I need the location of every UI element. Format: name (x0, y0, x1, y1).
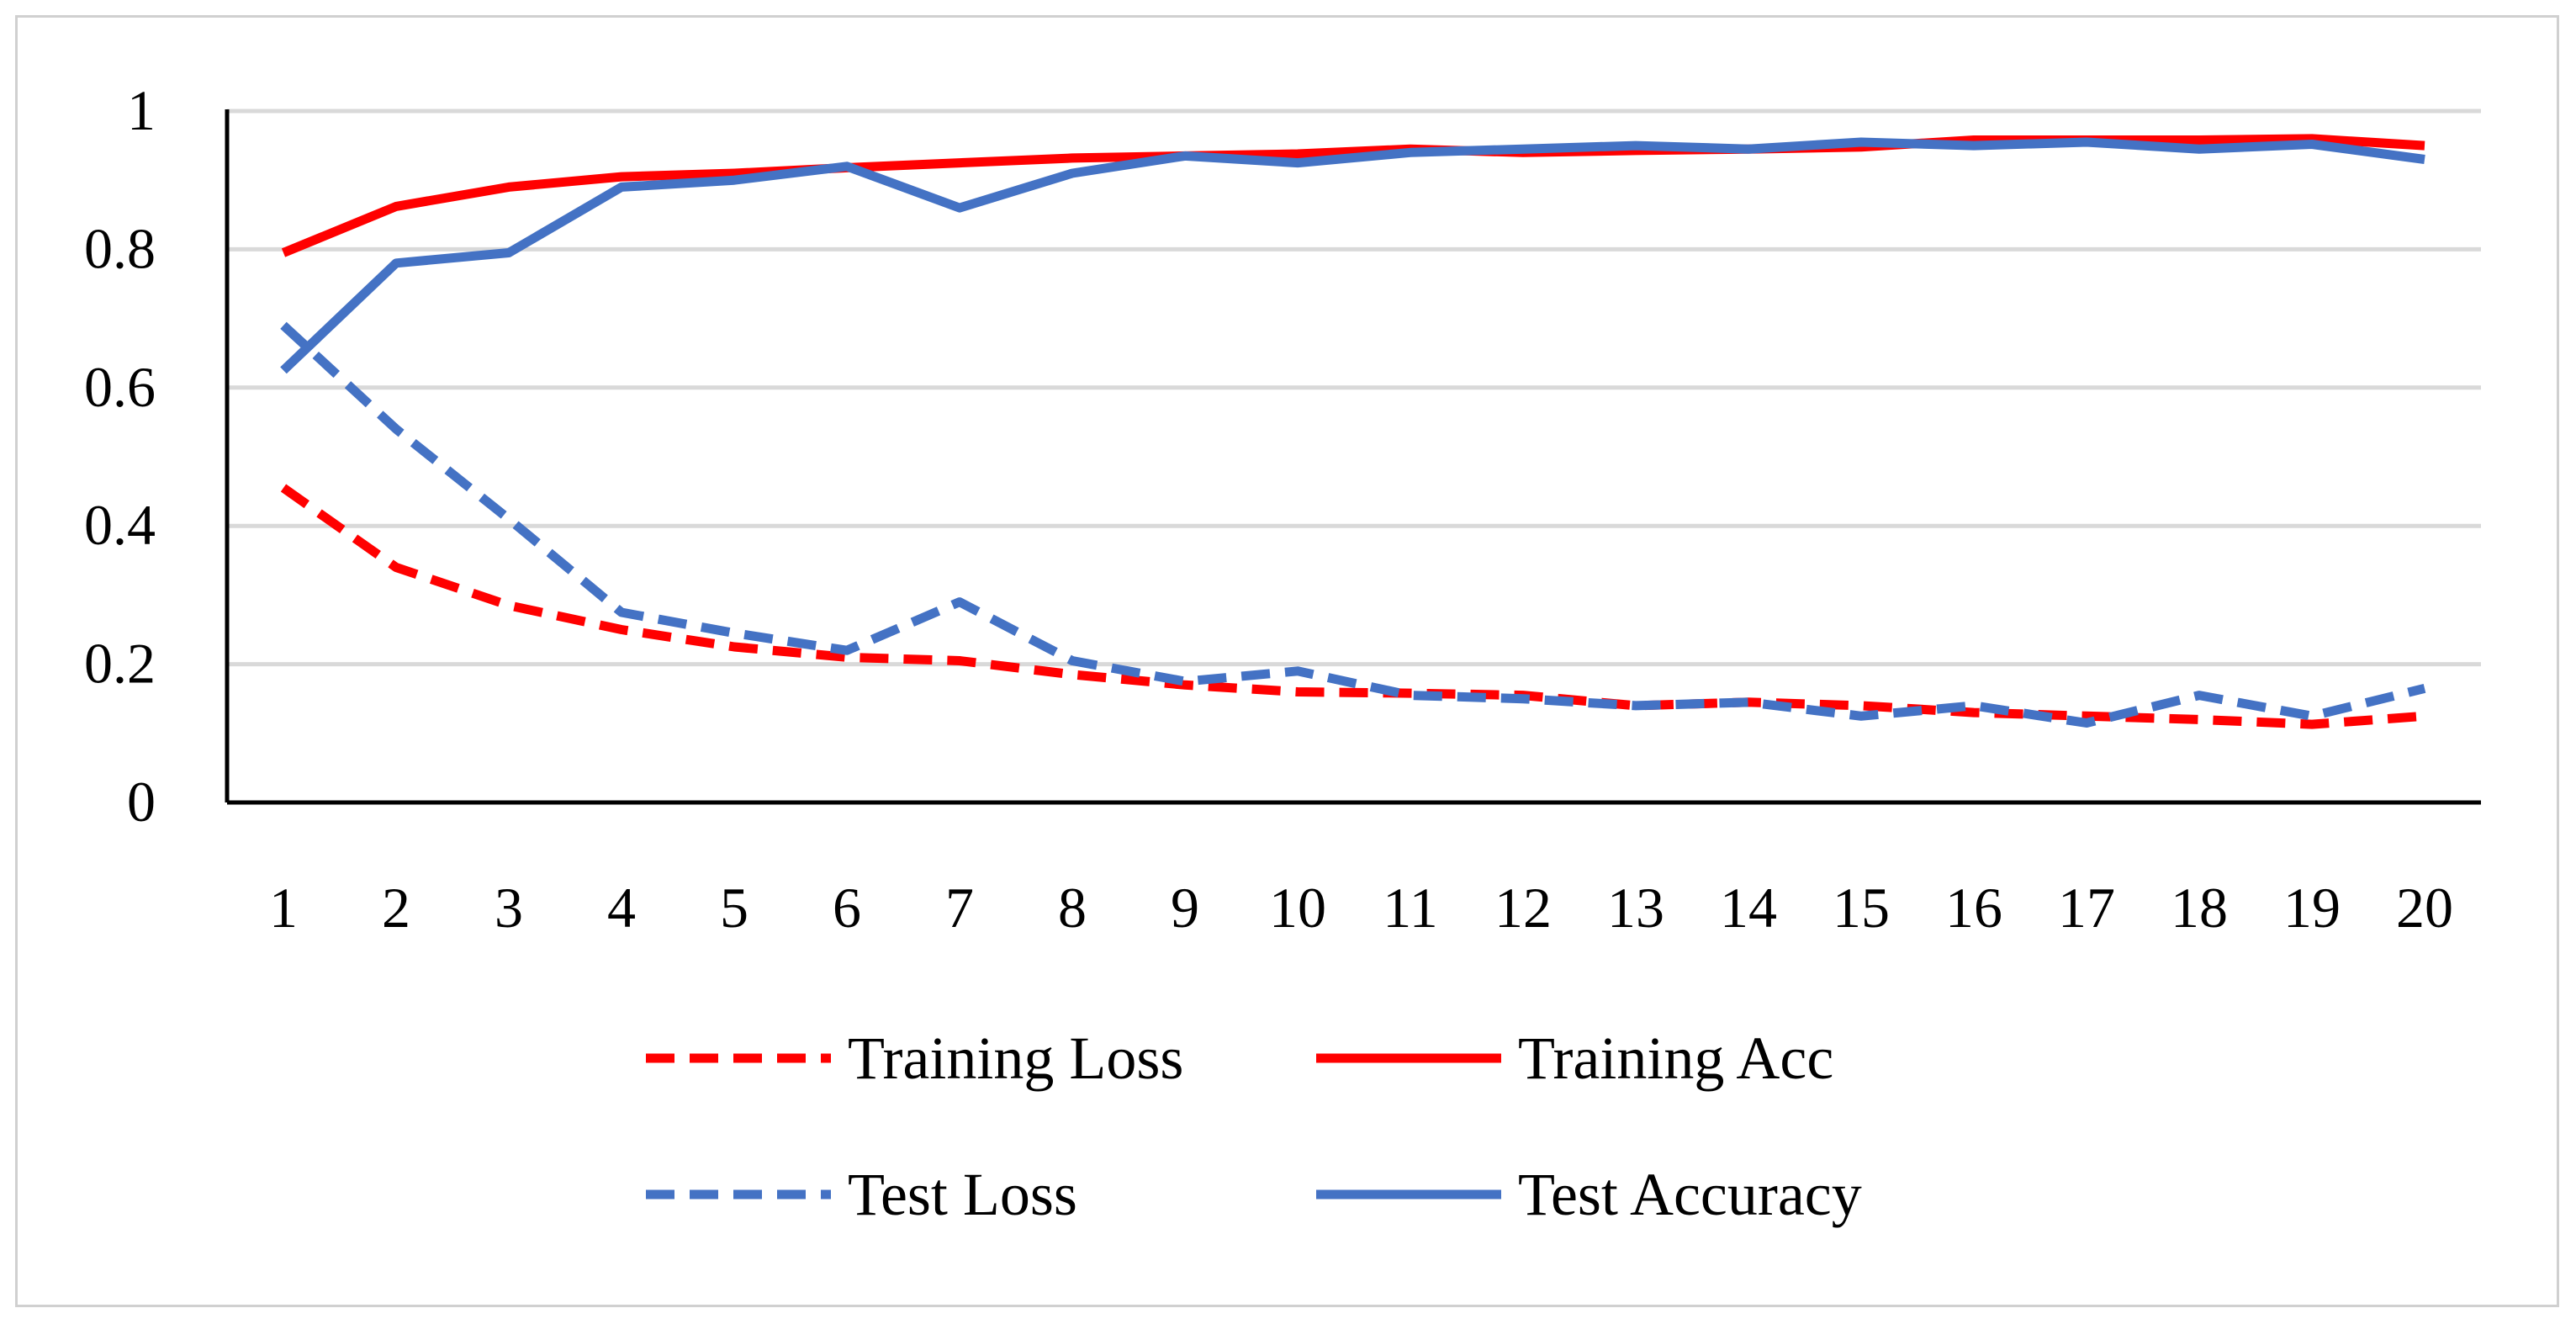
x-tick-label-20: 20 (2396, 876, 2453, 940)
legend-item-test-loss: Test Loss (646, 1161, 1077, 1228)
x-tick-label-1: 1 (269, 876, 298, 940)
legend-item-test-accuracy: Test Accuracy (1316, 1161, 1862, 1228)
y-tick-labels: 0 0.2 0.4 0.6 0.8 1 (84, 78, 156, 834)
x-tick-label-8: 8 (1058, 876, 1087, 940)
x-tick-label-2: 2 (382, 876, 410, 940)
x-tick-label-10: 10 (1269, 876, 1326, 940)
series-line-test-accuracy (280, 137, 2425, 374)
legend-label-training-loss: Training Loss (848, 1025, 1183, 1092)
x-tick-label-15: 15 (1833, 876, 1890, 940)
legend: Training Loss Training Acc Test Loss Test A… (646, 1025, 1862, 1228)
x-tick-label-19: 19 (2283, 876, 2341, 940)
x-tick-label-6: 6 (833, 876, 861, 940)
series-line-training-loss (280, 484, 2425, 729)
legend-label-test-loss: Test Loss (848, 1161, 1077, 1228)
x-tick-label-14: 14 (1720, 876, 1777, 940)
x-tick-label-5: 5 (720, 876, 748, 940)
x-tick-label-3: 3 (495, 876, 523, 940)
x-tick-label-17: 17 (2058, 876, 2115, 940)
y-tick-label-0: 0 (127, 770, 156, 834)
chart-frame (15, 15, 2559, 1307)
x-tick-labels: 1 2 3 4 5 6 7 8 9 10 11 12 13 14 15 16 17 18 19 20 (269, 876, 2453, 940)
legend-label-training-acc: Training Acc (1518, 1025, 1833, 1092)
x-tick-label-11: 11 (1383, 876, 1437, 940)
y-tick-label-1: 1 (127, 78, 156, 142)
legend-item-training-acc: Training Acc (1316, 1025, 1833, 1092)
series-line-test-loss (280, 321, 2426, 728)
y-tick-label-0-4: 0.4 (84, 493, 156, 557)
x-tick-label-7: 7 (945, 876, 974, 940)
y-tick-label-0-6: 0.6 (84, 355, 156, 419)
x-tick-label-13: 13 (1607, 876, 1664, 940)
series-lines (280, 134, 2426, 729)
x-tick-label-16: 16 (1945, 876, 2002, 940)
x-tick-label-9: 9 (1171, 876, 1199, 940)
x-tick-label-12: 12 (1494, 876, 1552, 940)
legend-label-test-accuracy: Test Accuracy (1518, 1161, 1862, 1228)
x-tick-label-4: 4 (607, 876, 636, 940)
gridlines (227, 109, 2481, 667)
y-tick-label-0-8: 0.8 (84, 216, 156, 280)
axes (225, 109, 2481, 805)
legend-item-training-loss: Training Loss (646, 1025, 1183, 1092)
x-tick-label-18: 18 (2171, 876, 2228, 940)
y-tick-label-0-2: 0.2 (84, 632, 156, 696)
